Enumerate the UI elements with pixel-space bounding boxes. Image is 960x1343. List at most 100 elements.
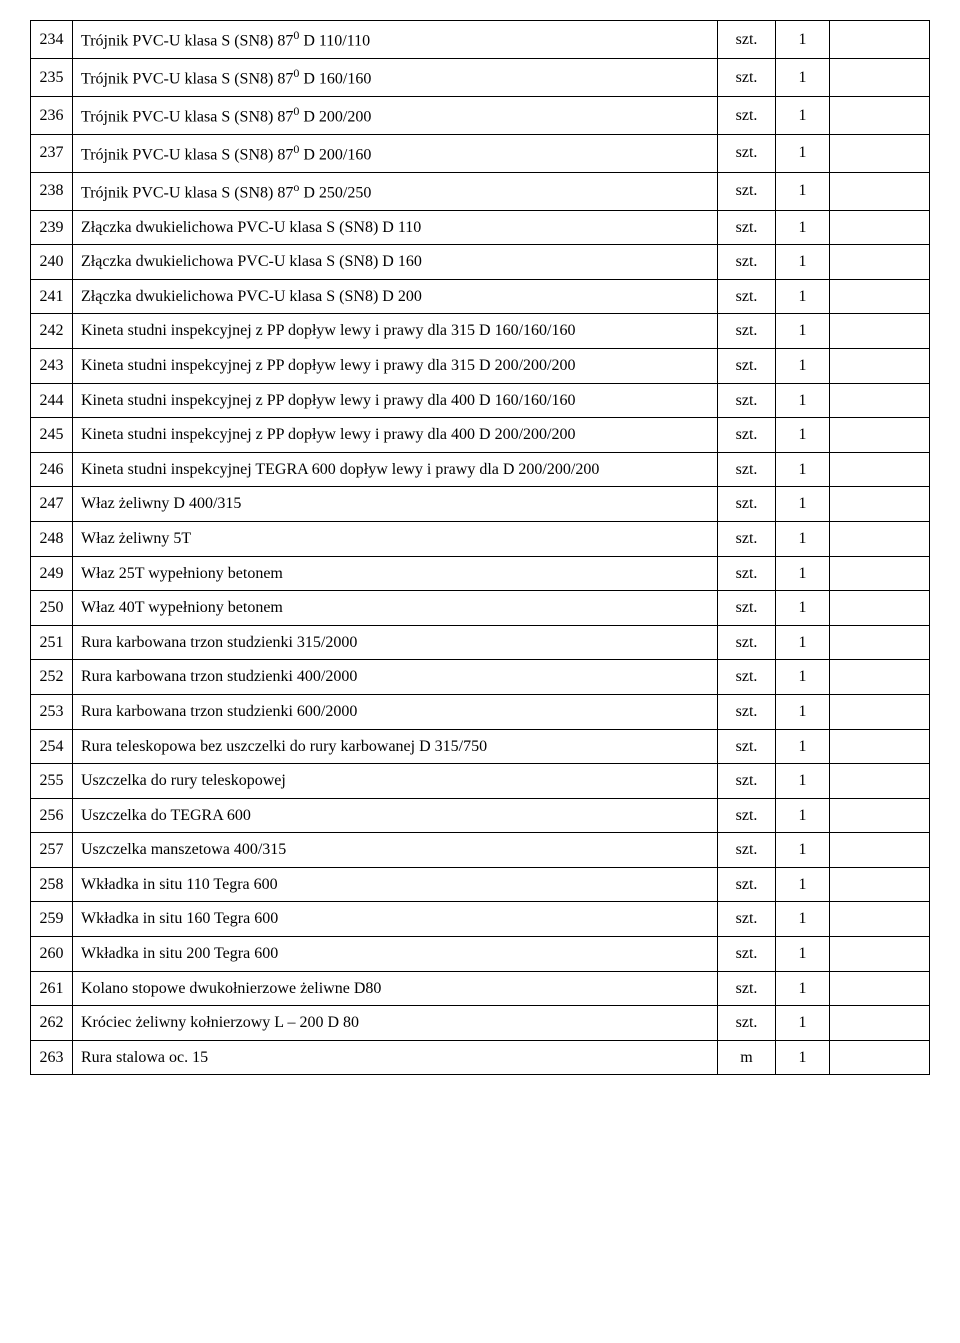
row-unit: szt. [718,591,776,626]
items-table: 234Trójnik PVC-U klasa S (SN8) 870 D 110… [30,20,930,1075]
row-number: 238 [31,172,73,210]
row-description: Kineta studni inspekcyjnej z PP dopływ l… [73,314,718,349]
row-blank [830,867,930,902]
row-quantity: 1 [776,96,830,134]
row-unit: szt. [718,556,776,591]
row-quantity: 1 [776,764,830,799]
row-quantity: 1 [776,21,830,59]
table-row: 237Trójnik PVC-U klasa S (SN8) 870 D 200… [31,134,930,172]
row-blank [830,245,930,280]
row-quantity: 1 [776,694,830,729]
table-row: 248Właz żeliwny 5Tszt.1 [31,521,930,556]
row-unit: szt. [718,245,776,280]
table-row: 239Złączka dwukielichowa PVC-U klasa S (… [31,210,930,245]
row-unit: szt. [718,418,776,453]
row-number: 252 [31,660,73,695]
row-quantity: 1 [776,1006,830,1041]
row-blank [830,210,930,245]
row-unit: szt. [718,1006,776,1041]
row-blank [830,660,930,695]
table-row: 243Kineta studni inspekcyjnej z PP dopły… [31,348,930,383]
row-unit: szt. [718,487,776,522]
table-row: 259Wkładka in situ 160 Tegra 600szt.1 [31,902,930,937]
row-unit: szt. [718,279,776,314]
row-description: Króciec żeliwny kołnierzowy L – 200 D 80 [73,1006,718,1041]
row-unit: szt. [718,172,776,210]
row-description: Właz 40T wypełniony betonem [73,591,718,626]
row-quantity: 1 [776,902,830,937]
row-blank [830,21,930,59]
row-quantity: 1 [776,867,830,902]
row-description: Trójnik PVC-U klasa S (SN8) 87o D 250/25… [73,172,718,210]
row-unit: szt. [718,314,776,349]
row-number: 244 [31,383,73,418]
row-description: Kolano stopowe dwukołnierzowe żeliwne D8… [73,971,718,1006]
table-row: 263Rura stalowa oc. 15m1 [31,1040,930,1075]
row-description: Złączka dwukielichowa PVC-U klasa S (SN8… [73,245,718,280]
row-description: Uszczelka manszetowa 400/315 [73,833,718,868]
table-row: 235Trójnik PVC-U klasa S (SN8) 870 D 160… [31,58,930,96]
row-description: Rura karbowana trzon studzienki 600/2000 [73,694,718,729]
row-description: Właz żeliwny 5T [73,521,718,556]
table-row: 255Uszczelka do rury teleskopowejszt.1 [31,764,930,799]
table-row: 261Kolano stopowe dwukołnierzowe żeliwne… [31,971,930,1006]
row-description: Wkładka in situ 200 Tegra 600 [73,937,718,972]
row-description: Kineta studni inspekcyjnej TEGRA 600 dop… [73,452,718,487]
row-blank [830,452,930,487]
row-description: Złączka dwukielichowa PVC-U klasa S (SN8… [73,279,718,314]
row-number: 254 [31,729,73,764]
row-quantity: 1 [776,591,830,626]
row-blank [830,625,930,660]
row-number: 251 [31,625,73,660]
row-unit: szt. [718,625,776,660]
table-row: 251Rura karbowana trzon studzienki 315/2… [31,625,930,660]
row-unit: szt. [718,729,776,764]
row-number: 250 [31,591,73,626]
row-quantity: 1 [776,625,830,660]
row-quantity: 1 [776,314,830,349]
table-row: 250Właz 40T wypełniony betonemszt.1 [31,591,930,626]
row-quantity: 1 [776,134,830,172]
row-description: Rura teleskopowa bez uszczelki do rury k… [73,729,718,764]
table-row: 254Rura teleskopowa bez uszczelki do rur… [31,729,930,764]
table-row: 238Trójnik PVC-U klasa S (SN8) 87o D 250… [31,172,930,210]
row-quantity: 1 [776,452,830,487]
row-blank [830,58,930,96]
table-row: 260Wkładka in situ 200 Tegra 600szt.1 [31,937,930,972]
row-number: 235 [31,58,73,96]
row-unit: szt. [718,96,776,134]
row-number: 237 [31,134,73,172]
table-row: 253Rura karbowana trzon studzienki 600/2… [31,694,930,729]
row-description: Rura karbowana trzon studzienki 315/2000 [73,625,718,660]
table-row: 258Wkładka in situ 110 Tegra 600szt.1 [31,867,930,902]
table-row: 241Złączka dwukielichowa PVC-U klasa S (… [31,279,930,314]
row-unit: szt. [718,902,776,937]
row-description: Rura stalowa oc. 15 [73,1040,718,1075]
row-description: Trójnik PVC-U klasa S (SN8) 870 D 200/20… [73,96,718,134]
row-description: Złączka dwukielichowa PVC-U klasa S (SN8… [73,210,718,245]
row-quantity: 1 [776,172,830,210]
row-number: 245 [31,418,73,453]
row-unit: szt. [718,134,776,172]
row-quantity: 1 [776,937,830,972]
row-description: Wkładka in situ 160 Tegra 600 [73,902,718,937]
row-description: Kineta studni inspekcyjnej z PP dopływ l… [73,348,718,383]
row-quantity: 1 [776,660,830,695]
row-number: 246 [31,452,73,487]
row-blank [830,314,930,349]
row-number: 253 [31,694,73,729]
row-quantity: 1 [776,487,830,522]
row-number: 236 [31,96,73,134]
row-unit: szt. [718,21,776,59]
table-row: 234Trójnik PVC-U klasa S (SN8) 870 D 110… [31,21,930,59]
row-number: 260 [31,937,73,972]
row-unit: szt. [718,58,776,96]
row-number: 261 [31,971,73,1006]
row-blank [830,383,930,418]
row-number: 243 [31,348,73,383]
row-quantity: 1 [776,1040,830,1075]
row-number: 240 [31,245,73,280]
row-number: 256 [31,798,73,833]
row-unit: szt. [718,798,776,833]
row-blank [830,1006,930,1041]
